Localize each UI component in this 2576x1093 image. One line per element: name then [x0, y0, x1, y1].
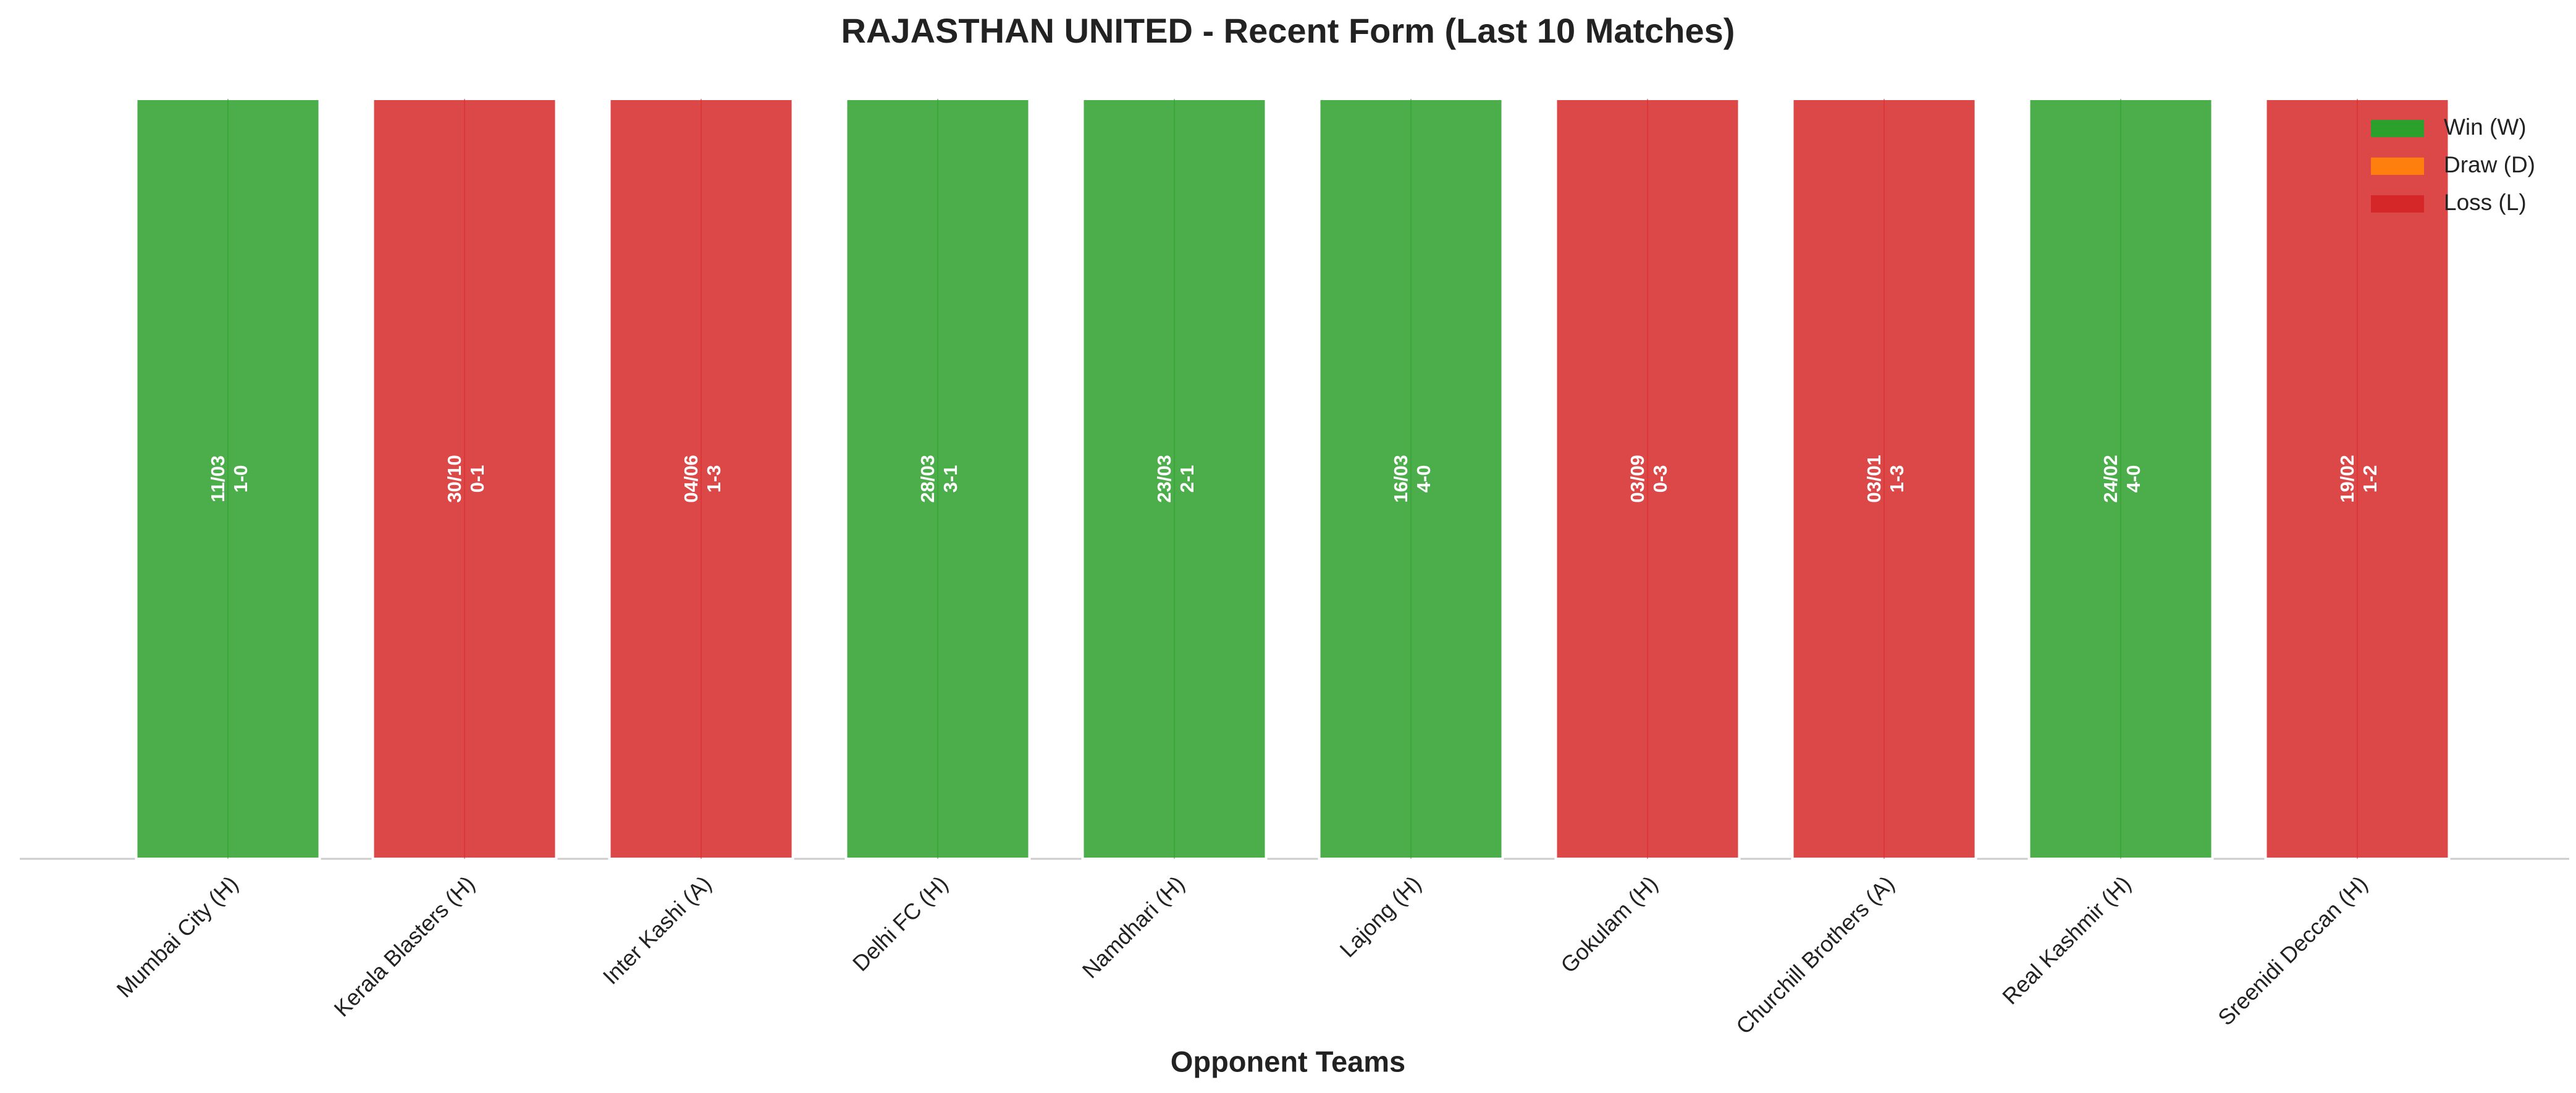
bar-label-date: 23/03 — [1153, 455, 1175, 503]
bar-label-score: 1-3 — [1886, 465, 1908, 493]
x-axis-label: Opponent Teams — [1171, 1045, 1405, 1078]
bar-label-date: 24/02 — [2100, 455, 2121, 503]
bar-label: 30/100-1 — [444, 455, 488, 503]
x-tick-label: Sreenidi Deccan (H) — [2213, 871, 2372, 1030]
x-tick-label: Churchill Brothers (A) — [1731, 871, 1899, 1039]
bar-label-date: 11/03 — [207, 455, 229, 502]
bar-label-score: 1-3 — [703, 465, 725, 493]
x-tick-label: Mumbai City (H) — [112, 871, 243, 1002]
bar-label: 11/031-0 — [207, 455, 251, 502]
bar-label: 23/032-1 — [1153, 455, 1198, 503]
x-tick-label: Kerala Blasters (H) — [329, 871, 479, 1021]
bar-label: 19/021-2 — [2336, 455, 2381, 503]
bar-label-score: 1-2 — [2359, 465, 2381, 493]
bar-label: 16/034-0 — [1390, 455, 1434, 503]
bar-label-date: 19/02 — [2336, 455, 2358, 503]
legend-label: Win (W) — [2444, 114, 2527, 140]
bar-label-score: 2-1 — [1176, 465, 1198, 493]
x-tick-label: Namdhari (H) — [1077, 871, 1190, 983]
x-tick-label: Delhi FC (H) — [848, 871, 953, 976]
bar-label-score: 3-1 — [940, 465, 961, 493]
bar-label-score: 1-0 — [230, 465, 251, 493]
bar-label: 03/090-3 — [1627, 455, 1671, 503]
bar-label: 03/011-3 — [1863, 455, 1908, 503]
x-tick-label: Gokulam (H) — [1555, 871, 1662, 977]
bar-label-score: 4-0 — [2123, 465, 2144, 493]
bar-label-score: 0-1 — [466, 465, 488, 493]
bar-label-score: 0-3 — [1649, 465, 1671, 493]
bar-label-score: 4-0 — [1413, 465, 1434, 493]
legend-swatch — [2371, 158, 2424, 175]
legend-label: Loss (L) — [2444, 190, 2527, 215]
bar-label: 24/024-0 — [2100, 455, 2144, 503]
legend-label: Draw (D) — [2444, 152, 2535, 177]
legend-swatch — [2371, 195, 2424, 213]
chart-title: RAJASTHAN UNITED - Recent Form (Last 10 … — [841, 11, 1735, 50]
x-tick-label: Lajong (H) — [1335, 871, 1426, 962]
bar-label-date: 28/03 — [917, 455, 938, 503]
x-tick-label: Real Kashmir (H) — [1997, 871, 2136, 1009]
bar-label: 04/061-3 — [680, 455, 725, 503]
bar-label: 28/033-1 — [917, 455, 961, 503]
bar-label-date: 30/10 — [444, 455, 465, 503]
bar-label-date: 16/03 — [1390, 455, 1412, 503]
x-tick-label: Inter Kashi (A) — [598, 871, 717, 989]
bar-label-date: 04/06 — [680, 455, 702, 503]
legend-swatch — [2371, 120, 2424, 137]
bar-label-date: 03/09 — [1627, 455, 1648, 503]
bar-label-date: 03/01 — [1863, 455, 1885, 503]
